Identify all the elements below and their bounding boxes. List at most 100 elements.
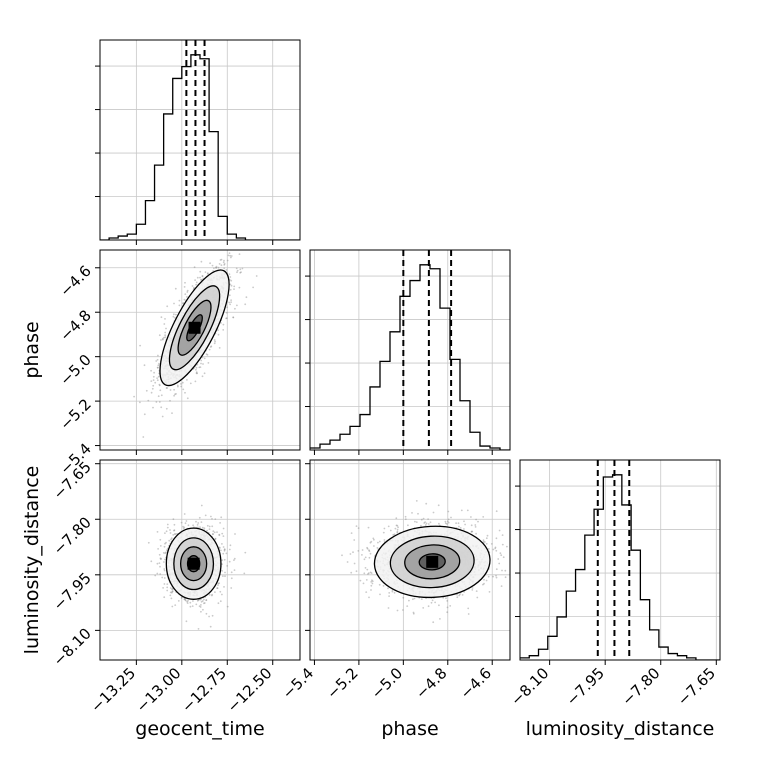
scatter-point: [170, 532, 172, 534]
scatter-point: [173, 530, 175, 532]
scatter-point: [488, 576, 490, 578]
scatter-point: [139, 402, 141, 404]
scatter-point: [173, 389, 175, 391]
scatter-point: [222, 575, 224, 577]
hist-bar: [640, 600, 649, 660]
scatter-point: [395, 528, 397, 530]
scatter-point: [379, 584, 381, 586]
scatter-point: [161, 316, 163, 318]
scatter-point: [210, 516, 212, 518]
scatter-point: [159, 539, 161, 541]
hist-bar: [659, 647, 668, 660]
scatter-point: [496, 568, 498, 570]
scatter-point: [221, 543, 223, 545]
scatter-point: [170, 587, 172, 589]
scatter-point: [240, 247, 242, 249]
scatter-point: [164, 577, 166, 579]
scatter-point: [200, 279, 202, 281]
scatter-point: [172, 534, 174, 536]
scatter-point: [422, 607, 424, 609]
scatter-point: [201, 261, 203, 263]
scatter-point: [156, 377, 158, 379]
scatter-point: [182, 382, 184, 384]
hist-bar: [380, 361, 390, 450]
scatter-point: [486, 580, 488, 582]
scatter-point: [180, 386, 182, 388]
scatter-point: [407, 524, 409, 526]
scatter-point: [460, 527, 462, 529]
scatter-point: [229, 273, 231, 275]
scatter-point: [197, 524, 199, 526]
scatter-point: [184, 513, 186, 515]
scatter-point: [223, 586, 225, 588]
density-panel-geocent_time-vs-luminosity_distance: −13.25−13.00−12.75−12.50−8.10−7.95−7.80−…: [50, 458, 300, 716]
hist-panel-geocent_time: [95, 40, 300, 245]
scatter-point: [352, 551, 354, 553]
scatter-point: [230, 299, 232, 301]
scatter-point: [438, 504, 440, 506]
scatter-point: [438, 604, 440, 606]
hist-bar: [218, 216, 227, 240]
scatter-point: [188, 524, 190, 526]
scatter-point: [166, 305, 168, 307]
scatter-point: [164, 583, 166, 585]
scatter-point: [167, 527, 169, 529]
scatter-point: [221, 570, 223, 572]
scatter-point: [224, 572, 226, 574]
hist-panel-geocent_time-area: [100, 40, 300, 240]
scatter-point: [236, 268, 238, 270]
scatter-point: [184, 392, 186, 394]
scatter-point: [223, 528, 225, 530]
scatter-point: [219, 347, 221, 349]
scatter-point: [202, 609, 204, 611]
hist-bar: [548, 636, 557, 660]
scatter-point: [392, 591, 394, 593]
hist-bar: [370, 387, 380, 450]
scatter-point: [173, 395, 175, 397]
scatter-point: [229, 294, 231, 296]
scatter-point: [186, 291, 188, 293]
scatter-point: [163, 323, 165, 325]
scatter-point: [211, 525, 213, 527]
hist-bar: [603, 477, 612, 660]
scatter-point: [397, 610, 399, 612]
scatter-point: [208, 362, 210, 364]
scatter-point: [185, 522, 187, 524]
scatter-point: [160, 339, 162, 341]
scatter-point: [208, 616, 210, 618]
scatter-point: [164, 532, 166, 534]
hist-bar: [631, 550, 640, 660]
scatter-point: [173, 316, 175, 318]
scatter-point: [212, 615, 214, 617]
scatter-point: [195, 381, 197, 383]
scatter-point: [158, 376, 160, 378]
scatter-point: [363, 572, 365, 574]
scatter-point: [177, 385, 179, 387]
scatter-point: [455, 522, 457, 524]
scatter-point: [221, 594, 223, 596]
scatter-point: [350, 553, 352, 555]
scatter-point: [357, 550, 359, 552]
scatter-point: [421, 519, 423, 521]
scatter-point: [502, 544, 504, 546]
scatter-point: [227, 606, 229, 608]
scatter-point: [377, 542, 379, 544]
scatter-point: [223, 324, 225, 326]
scatter-point: [192, 605, 194, 607]
scatter-point: [220, 516, 222, 518]
scatter-point: [204, 358, 206, 360]
scatter-point: [184, 293, 186, 295]
hist-bar: [539, 649, 548, 660]
scatter-point: [165, 328, 167, 330]
scatter-point: [200, 604, 202, 606]
scatter-point: [214, 532, 216, 534]
scatter-point: [220, 550, 222, 552]
y-tick-label: −4.8: [56, 306, 94, 344]
scatter-point: [192, 600, 194, 602]
scatter-point: [367, 573, 369, 575]
scatter-point: [157, 365, 159, 367]
scatter-point: [142, 436, 144, 438]
scatter-point: [402, 597, 404, 599]
hist-bar: [127, 234, 136, 240]
